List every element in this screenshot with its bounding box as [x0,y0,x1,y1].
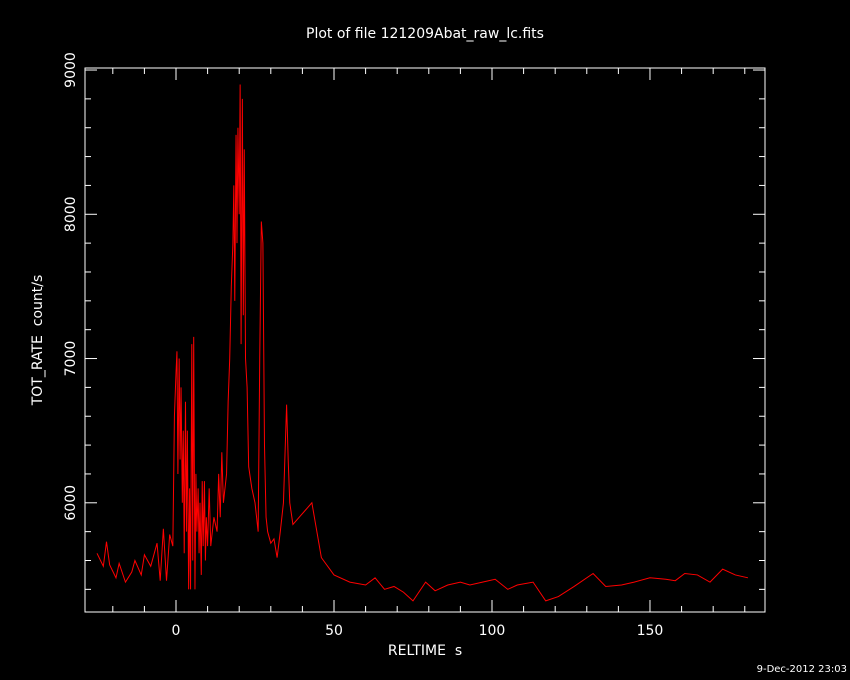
x-tick-label: 100 [479,623,506,639]
plot-frame [84,67,766,613]
x-tick-label: 0 [172,623,181,639]
x-tick-label: 150 [637,623,664,639]
light-curve [96,84,749,602]
y-tick-label: 9000 [63,52,79,88]
x-tick-label: 50 [325,623,343,639]
y-tick-label: 7000 [63,341,79,377]
y-axis-label: TOT_RATE count/s [30,275,46,407]
y-tick-label: 8000 [63,196,79,232]
x-axis-label: RELTIME s [388,643,462,659]
timestamp: 9-Dec-2012 23:03 [757,664,847,675]
y-tick-label: 6000 [63,485,79,521]
chart-title: Plot of file 121209Abat_raw_lc.fits [306,26,544,42]
